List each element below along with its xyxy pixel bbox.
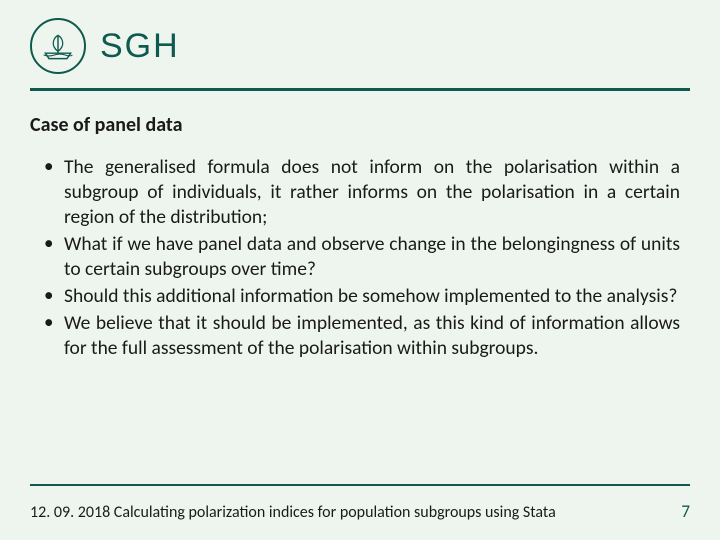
slide-footer: 12. 09. 2018 Calculating polarization in… (30, 501, 690, 522)
slide-header: SGH (0, 0, 720, 88)
list-item: Should this additional information be so… (40, 284, 680, 309)
logo-emblem (30, 18, 86, 74)
list-item: The generalised formula does not inform … (40, 155, 680, 230)
page-number: 7 (681, 501, 690, 522)
slide-content: The generalised formula does not inform … (0, 149, 720, 361)
slide-title: Case of panel data (0, 91, 720, 149)
logo-text: SGH (100, 27, 180, 66)
footer-text: 12. 09. 2018 Calculating polarization in… (30, 503, 556, 522)
list-item: What if we have panel data and observe c… (40, 232, 680, 282)
bullet-list: The generalised formula does not inform … (40, 155, 680, 361)
list-item: We believe that it should be implemented… (40, 311, 680, 361)
divider-bottom (30, 484, 690, 486)
ship-icon (40, 28, 76, 64)
